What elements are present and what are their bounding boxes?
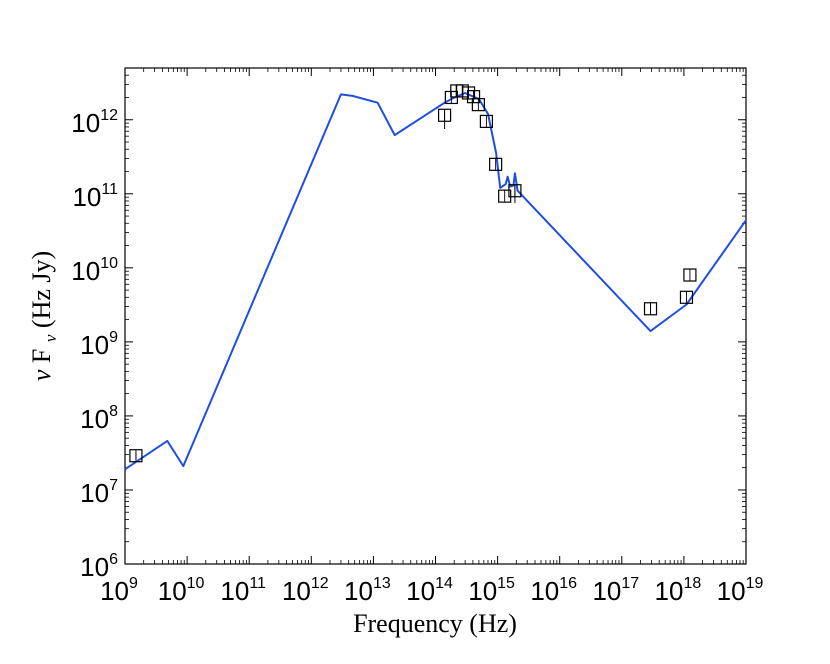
x-tick-label: 1013: [344, 575, 391, 606]
plot-frame: [124, 67, 747, 565]
x-axis-title: Frequency (Hz): [353, 609, 517, 638]
x-tick-label: 1011: [220, 575, 266, 606]
x-tick-label: 1016: [530, 575, 577, 606]
y-tick-label: 1012: [71, 107, 118, 138]
x-tick-label: 1014: [406, 575, 453, 606]
y-tick-labels: 106 107 108 109 1010 1011 1012: [71, 107, 118, 582]
y-tick-label: 109: [80, 329, 118, 360]
model-curve: [124, 92, 747, 471]
minor-ticks: [125, 68, 746, 564]
series-layer: [124, 84, 747, 471]
y-tick-label: 1010: [71, 255, 118, 286]
x-tick-label: 1010: [158, 575, 205, 606]
y-axis-title-sub: ν: [41, 334, 60, 342]
x-tick-label: 1015: [468, 575, 515, 606]
x-tick-label: 1012: [282, 575, 329, 606]
x-tick-label: 1019: [717, 575, 764, 606]
y-tick-label: 107: [80, 477, 118, 508]
x-tick-label: 1018: [655, 575, 702, 606]
y-tick-label: 1011: [72, 181, 118, 212]
major-ticks: [124, 68, 747, 565]
y-tick-label: 106: [80, 551, 118, 582]
x-tick-label: 109: [100, 575, 138, 606]
y-tick-label: 108: [80, 403, 118, 434]
x-tick-label: 1017: [592, 575, 639, 606]
x-tick-labels: 109 1010 1011 1012 1013 1014 1015 1016 1017 1018 1…: [100, 575, 763, 606]
y-axis-title-f: F: [27, 349, 56, 363]
y-axis-title-units: (Hz Jy): [27, 251, 56, 328]
y-axis-title-nu: ν: [27, 369, 56, 381]
y-axis-title: ν F ν (Hz Jy): [27, 251, 62, 381]
